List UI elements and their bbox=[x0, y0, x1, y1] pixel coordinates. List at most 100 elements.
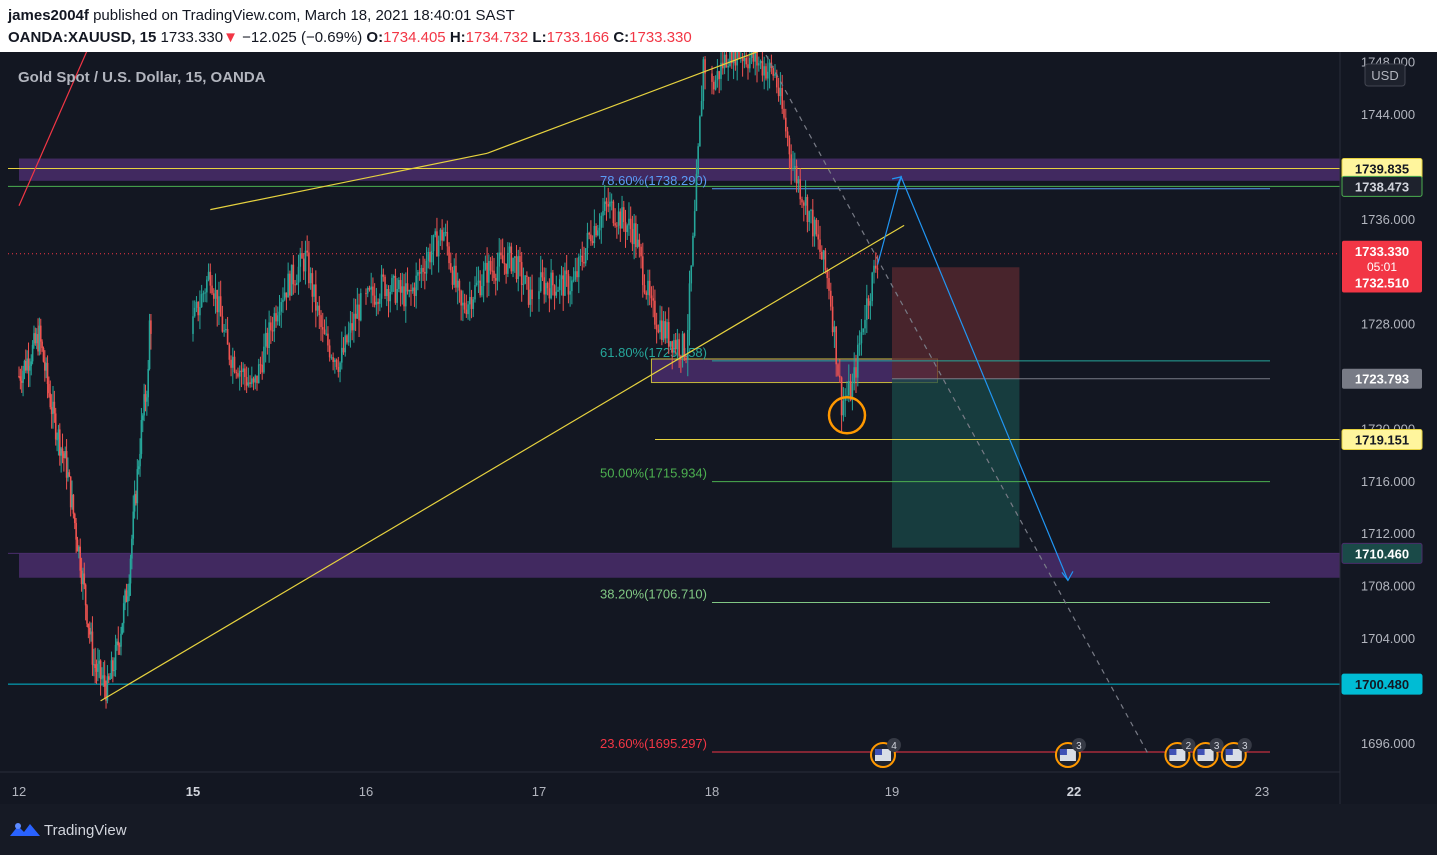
candle-body bbox=[204, 292, 206, 294]
candle-body bbox=[193, 307, 196, 317]
time-tick-label: 15 bbox=[186, 784, 200, 799]
candle-body bbox=[296, 282, 298, 285]
candle-body bbox=[315, 284, 317, 311]
candle-body bbox=[475, 282, 478, 286]
candle-body bbox=[31, 344, 34, 362]
candle-body bbox=[99, 660, 102, 680]
candle-body bbox=[385, 288, 388, 297]
candle-body bbox=[812, 209, 814, 237]
candle-body bbox=[49, 393, 52, 408]
candle-body bbox=[377, 301, 379, 304]
candle-body bbox=[858, 343, 861, 345]
candle-body bbox=[848, 380, 850, 396]
candle-body bbox=[389, 291, 392, 302]
price-line-tag-label: 1719.151 bbox=[1355, 433, 1409, 448]
candle-body bbox=[491, 270, 494, 272]
candle-body bbox=[335, 359, 338, 367]
candle-body bbox=[294, 284, 296, 286]
candle-body bbox=[107, 676, 110, 680]
candle-body bbox=[20, 380, 23, 383]
candle-body bbox=[699, 116, 701, 147]
tradingview-logo-icon[interactable] bbox=[8, 818, 42, 842]
candle-body bbox=[529, 289, 532, 305]
price-line-tag-label: 1738.473 bbox=[1355, 179, 1409, 194]
candle-body bbox=[271, 330, 274, 332]
ohlc-line: OANDA:XAUUSD, 15 1733.330▼ −12.025 (−0.6… bbox=[8, 29, 692, 46]
price-tag bbox=[1342, 272, 1422, 293]
candle-body bbox=[245, 377, 248, 386]
candle-body bbox=[18, 376, 20, 377]
candle-body bbox=[60, 448, 62, 456]
fibonacci-tool[interactable]: 78.60%(1738.290) 61.80%(1725.158) 50.00%(1… bbox=[600, 173, 1270, 753]
candle-body bbox=[688, 283, 691, 330]
trend-lines-layer[interactable] bbox=[18, 52, 1150, 757]
candle-body bbox=[470, 297, 473, 309]
us-flag-canton bbox=[1059, 749, 1067, 755]
candle-body bbox=[370, 286, 372, 290]
candle-body bbox=[465, 309, 468, 315]
currency-badge[interactable]: USD bbox=[1364, 63, 1406, 87]
candle-body bbox=[866, 298, 868, 320]
candle-body bbox=[756, 52, 758, 66]
candle-body bbox=[616, 225, 618, 227]
candle-body bbox=[803, 202, 805, 206]
candle-body bbox=[417, 272, 419, 276]
candle-body bbox=[140, 420, 143, 454]
candle-body bbox=[436, 231, 438, 257]
time-tick-label: 12 bbox=[12, 784, 26, 799]
candle-body bbox=[252, 378, 255, 383]
candle-body bbox=[752, 52, 755, 62]
candle-body bbox=[197, 301, 199, 316]
tradingview-brand[interactable]: TradingView bbox=[44, 822, 127, 839]
price-tick-label: 1704.000 bbox=[1361, 631, 1415, 646]
author-name[interactable]: james2004f bbox=[8, 7, 89, 24]
candle-body bbox=[344, 335, 347, 353]
candle-body bbox=[851, 383, 854, 401]
candle-body bbox=[629, 218, 632, 229]
candle-body bbox=[413, 287, 416, 296]
candle-body bbox=[441, 229, 443, 241]
candle-body bbox=[510, 246, 513, 272]
candle-body bbox=[584, 248, 587, 264]
candle-body bbox=[702, 59, 705, 102]
candle-body bbox=[117, 641, 120, 646]
axes-layer[interactable]: 1748.0001744.0001736.0001728.0001720.000… bbox=[12, 55, 1423, 799]
candle-body bbox=[237, 373, 239, 377]
candle-body bbox=[472, 299, 475, 309]
candle-body bbox=[57, 429, 60, 440]
annotations-layer bbox=[827, 396, 867, 435]
candle-body bbox=[313, 284, 315, 297]
candle-body bbox=[745, 57, 747, 65]
candle-body bbox=[45, 362, 47, 371]
candle-body bbox=[199, 307, 201, 316]
events-layer[interactable]: 4 3 2 3 3 bbox=[870, 738, 1252, 768]
candle-body bbox=[640, 246, 642, 257]
candle-body bbox=[538, 291, 540, 300]
candle-body bbox=[38, 325, 41, 352]
candle-body bbox=[404, 283, 407, 307]
candle-body bbox=[144, 394, 147, 402]
candle-body bbox=[621, 207, 623, 229]
candle-body bbox=[581, 255, 584, 262]
candle-body bbox=[488, 261, 490, 283]
candle-body bbox=[692, 235, 694, 266]
candle-body bbox=[876, 268, 879, 270]
candle-body bbox=[734, 52, 737, 66]
candle-body bbox=[591, 241, 594, 244]
candle-body bbox=[455, 265, 457, 288]
chart-title: Gold Spot / U.S. Dollar, 15, OANDA bbox=[18, 69, 266, 86]
candle-body bbox=[685, 357, 687, 360]
candle-body bbox=[98, 660, 101, 664]
candle-body bbox=[743, 57, 746, 62]
candle-body bbox=[842, 400, 845, 416]
candle-body bbox=[849, 380, 852, 401]
risk-reward-tool[interactable] bbox=[892, 267, 1270, 548]
candle-body bbox=[603, 201, 606, 211]
candle-body bbox=[754, 52, 756, 62]
candle-body bbox=[380, 274, 383, 299]
candle-body bbox=[676, 339, 679, 350]
candle-body bbox=[815, 219, 818, 235]
candle-body bbox=[116, 641, 118, 645]
price-chart[interactable]: 78.60%(1738.290) 61.80%(1725.158) 50.00%(1… bbox=[0, 52, 1437, 804]
candle-body bbox=[283, 292, 286, 300]
